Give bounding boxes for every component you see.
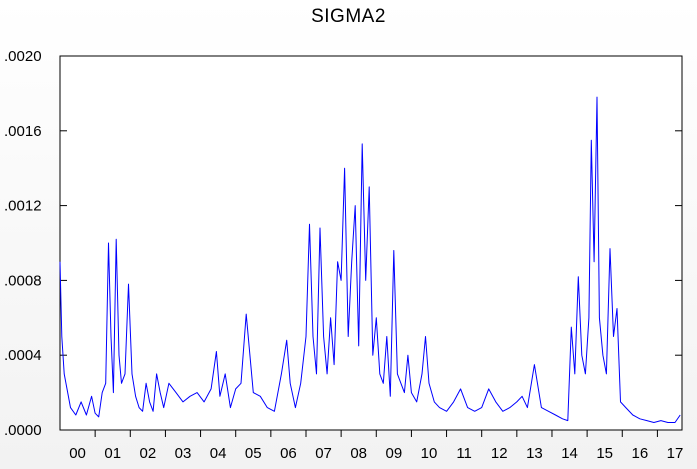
x-tick-label: 10 bbox=[421, 445, 438, 462]
y-tick-label: .0012 bbox=[4, 198, 42, 215]
x-tick-label: 04 bbox=[210, 445, 227, 462]
x-tick-label: 14 bbox=[561, 445, 578, 462]
x-tick-label: 01 bbox=[104, 445, 121, 462]
x-tick-label: 05 bbox=[245, 445, 262, 462]
x-tick-label: 09 bbox=[385, 445, 402, 462]
x-tick-label: 12 bbox=[491, 445, 508, 462]
x-tick-label: 03 bbox=[175, 445, 192, 462]
x-tick-label: 07 bbox=[315, 445, 332, 462]
x-tick-label: 08 bbox=[350, 445, 367, 462]
x-tick-label: 15 bbox=[596, 445, 613, 462]
x-tick-label: 16 bbox=[631, 445, 648, 462]
x-tick-label: 13 bbox=[526, 445, 543, 462]
y-tick-label: .0016 bbox=[4, 123, 42, 140]
plot-area bbox=[59, 55, 683, 431]
x-tick-label: 17 bbox=[667, 445, 684, 462]
series-line bbox=[59, 96, 681, 423]
y-tick-label: .0004 bbox=[4, 347, 42, 364]
x-tick-label: 06 bbox=[280, 445, 297, 462]
x-tick-label: 02 bbox=[140, 445, 157, 462]
y-tick-label: .0020 bbox=[4, 48, 42, 65]
y-tick-label: .0008 bbox=[4, 272, 42, 289]
chart-title: SIGMA2 bbox=[311, 6, 386, 27]
y-tick-label: .0000 bbox=[4, 422, 42, 439]
x-tick-label: 00 bbox=[69, 445, 86, 462]
x-tick-label: 11 bbox=[456, 445, 472, 462]
